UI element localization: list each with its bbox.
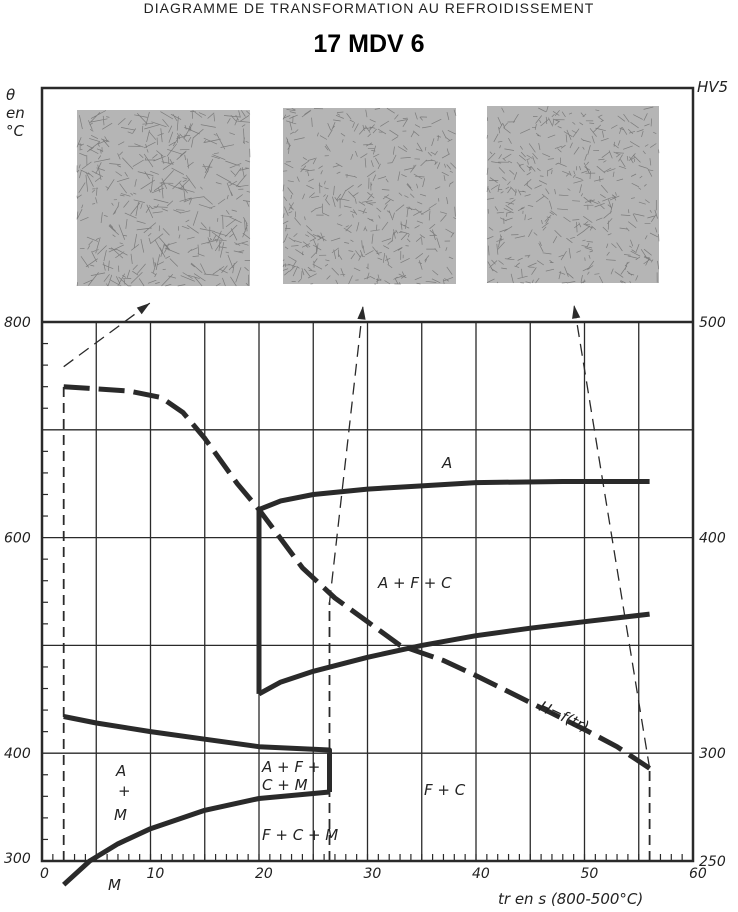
region-AM-A: A <box>115 762 126 780</box>
arrow-head-icon <box>572 305 581 319</box>
region-AFCM-line2: C + M <box>262 776 308 794</box>
xtick-label: 60 <box>689 866 707 882</box>
xtick-label: 50 <box>581 866 599 882</box>
xtick-label: 30 <box>364 866 382 882</box>
arrow-shaft <box>573 304 651 769</box>
region-FCM: F + C + M <box>262 826 338 844</box>
ytick-label: 300 <box>4 851 31 867</box>
ticks: 0 10 20 30 40 50 60 300 400 600 800 250 300 400 500 <box>4 315 726 882</box>
grid <box>40 86 695 863</box>
xlabel: tr en s (800-500°C) <box>498 890 643 908</box>
micrograph-texture <box>486 106 660 284</box>
xtick-label: 10 <box>147 866 165 882</box>
micrograph-image <box>77 110 250 286</box>
arrow-head-icon <box>357 306 366 320</box>
transformation-curve-5 <box>62 789 330 887</box>
micrograph-1 <box>76 110 251 287</box>
micrographs <box>76 106 660 287</box>
micrograph-image <box>283 108 456 284</box>
micrograph-image <box>487 106 659 283</box>
micrograph-texture <box>282 107 457 285</box>
chart-title: 17 MDV 6 <box>313 30 425 58</box>
micrograph-3 <box>486 106 660 284</box>
hardness-curve-label: H=f(tr) <box>536 697 592 736</box>
ytick-label: 600 <box>4 531 31 547</box>
ylabel-theta: θ <box>6 86 15 104</box>
region-AFC: A + F + C <box>377 574 452 592</box>
transformation-curve-4 <box>63 714 332 792</box>
arrow-head-icon <box>136 303 150 315</box>
transformation-curve-2 <box>257 611 650 697</box>
arrow-shaft <box>63 302 151 368</box>
micrograph-2 <box>282 107 457 285</box>
region-AM-plus: + <box>118 782 131 800</box>
hardness-curve <box>63 384 651 771</box>
y2tick-label: 500 <box>699 315 726 331</box>
ytick-label: 400 <box>4 746 31 762</box>
micrograph-arrow-2 <box>328 305 366 603</box>
region-A: A <box>441 454 452 472</box>
micrograph-arrow-1 <box>63 302 151 368</box>
region-AFCM-line1: A + F + <box>261 758 320 776</box>
region-M: M <box>108 876 121 894</box>
micrograph-texture <box>76 110 251 287</box>
diagram-supertitle: DIAGRAMME DE TRANSFORMATION AU REFROIDIS… <box>143 0 595 16</box>
curves <box>62 302 651 887</box>
y2tick-label: 300 <box>699 746 726 762</box>
micrograph-arrow-3 <box>572 304 651 769</box>
transformation-curve-1 <box>258 479 650 512</box>
ytick-label: 800 <box>4 315 31 331</box>
labels: θ en °C HV5 tr en s (800-500°C) A A + F … <box>6 78 728 908</box>
ylabel-en: en <box>6 104 25 122</box>
xtick-label: 20 <box>255 866 273 882</box>
region-AFCM: A + F + C + M <box>261 758 325 794</box>
y2label: HV5 <box>697 78 728 96</box>
region-AM-M: M <box>114 806 127 824</box>
xtick-label: 0 <box>40 866 49 882</box>
ylabel-unit: °C <box>6 122 25 140</box>
y2tick-label: 400 <box>699 531 726 547</box>
xtick-label: 40 <box>472 866 490 882</box>
arrow-shaft <box>328 305 364 603</box>
region-FC: F + C <box>424 781 466 799</box>
y2tick-label: 250 <box>699 854 726 870</box>
